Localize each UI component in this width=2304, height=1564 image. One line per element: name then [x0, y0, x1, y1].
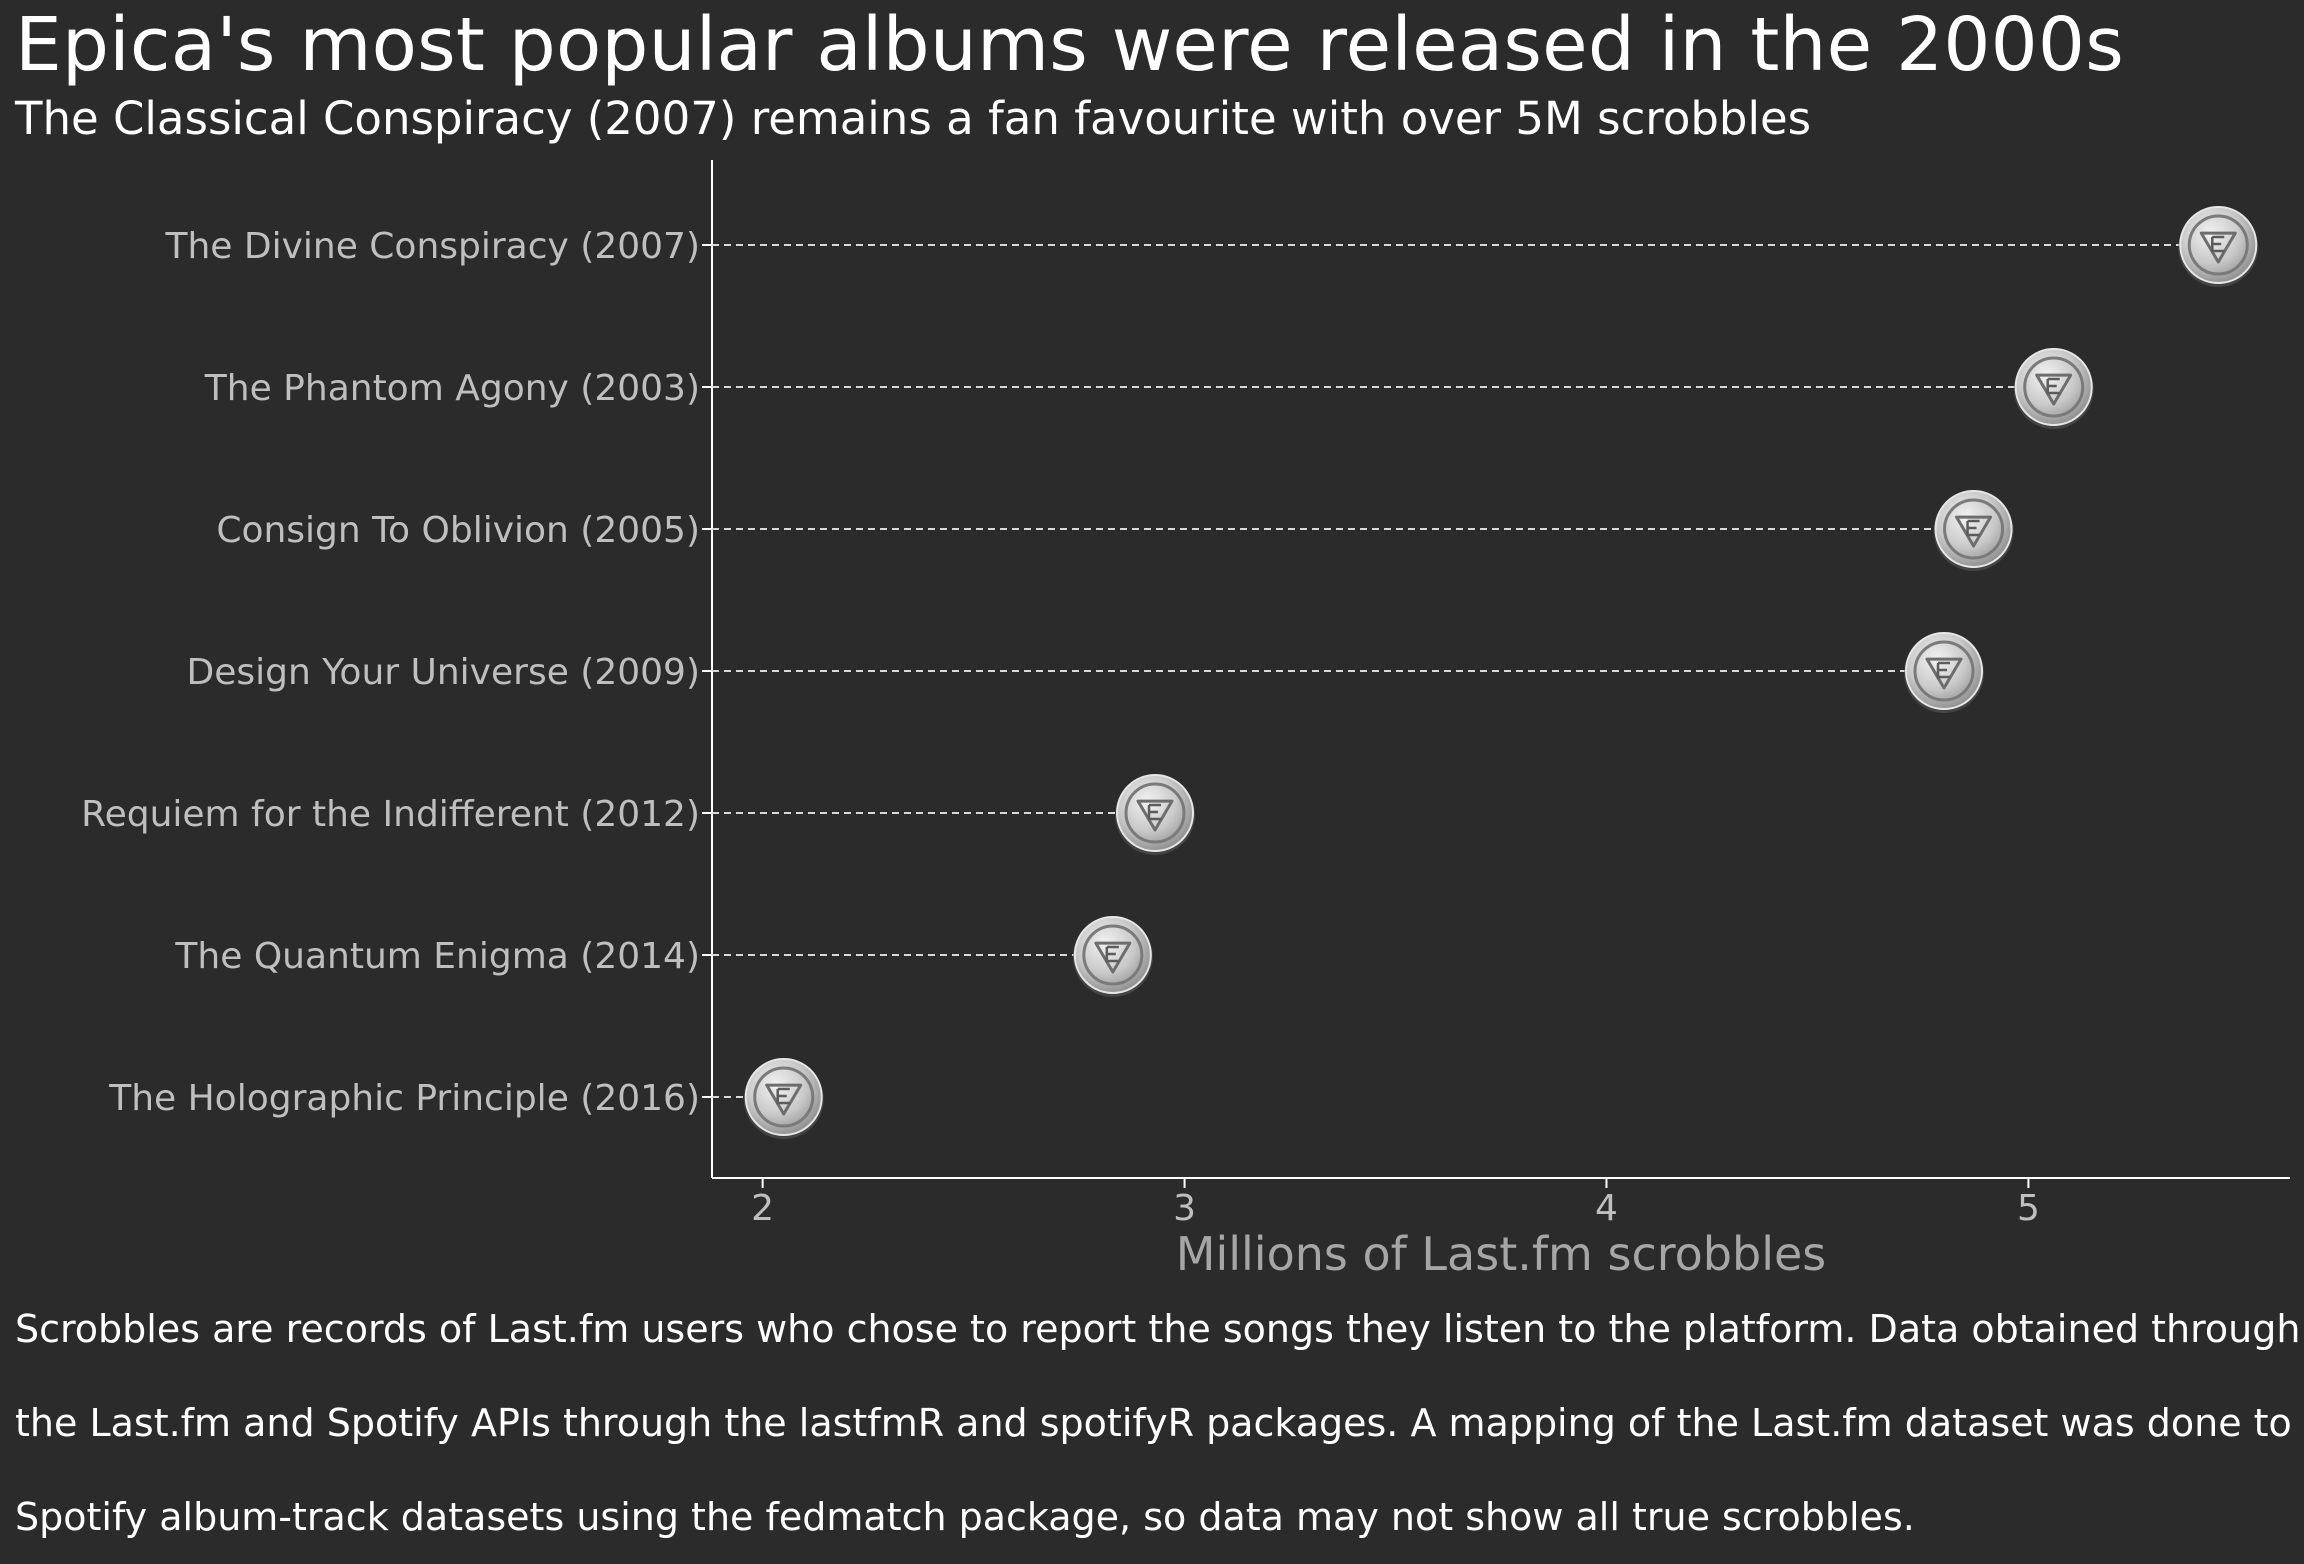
y-tick-label: Consign To Oblivion (2005) [216, 510, 700, 551]
x-axis-title: Millions of Last.fm scrobbles [1176, 1227, 1826, 1281]
marker-letter-e [2211, 235, 2225, 253]
x-tick-label: 2 [751, 1188, 774, 1229]
marker-ring [1082, 924, 1144, 986]
caption-line-1: Scrobbles are records of Last.fm users w… [15, 1307, 2301, 1351]
marker-triangle [2199, 231, 2237, 264]
marker-letter-e [1105, 945, 1119, 963]
marker-ring [1124, 782, 1186, 844]
caption-line-2: the Last.fm and Spotify APIs through the… [15, 1401, 2292, 1445]
y-tick-label: The Phantom Agony (2003) [204, 368, 700, 409]
y-tick-label: The Divine Conspiracy (2007) [164, 226, 700, 267]
marker-triangle [765, 1083, 803, 1116]
x-tick-label: 5 [2017, 1188, 2040, 1229]
marker-letter-e [1966, 519, 1980, 537]
y-tick-label: Requiem for the Indifferent (2012) [81, 794, 700, 835]
marker-triangle [1955, 515, 1993, 548]
chart-title: Epica's most popular albums were release… [15, 2, 2124, 88]
marker-triangle [2035, 373, 2073, 406]
marker-triangle [1094, 941, 1132, 974]
x-tick-label: 4 [1595, 1188, 1618, 1229]
caption-line-3: Spotify album-track datasets using the f… [15, 1495, 1915, 1539]
x-tick-label: 3 [1173, 1188, 1196, 1229]
marker-letter-e [1147, 803, 1162, 821]
marker-letter-e [776, 1087, 790, 1105]
y-tick-label: The Quantum Enigma (2014) [174, 936, 700, 977]
y-tick-label: The Holographic Principle (2016) [108, 1078, 700, 1119]
marker-triangle [1136, 799, 1174, 832]
chart-subtitle: The Classical Conspiracy (2007) remains … [15, 92, 1812, 145]
marker-ring [2023, 356, 2085, 418]
marker-ring [2187, 214, 2249, 276]
chart-caption: Scrobbles are records of Last.fm users w… [15, 1282, 2300, 1564]
y-tick-label: Design Your Universe (2009) [186, 652, 700, 693]
marker-letter-e [2046, 377, 2060, 395]
marker-letter-e [1936, 661, 1951, 679]
marker-triangle [1925, 657, 1963, 690]
marker-ring [753, 1066, 815, 1128]
marker-ring [1913, 640, 1975, 702]
marker-ring [1943, 498, 2005, 560]
